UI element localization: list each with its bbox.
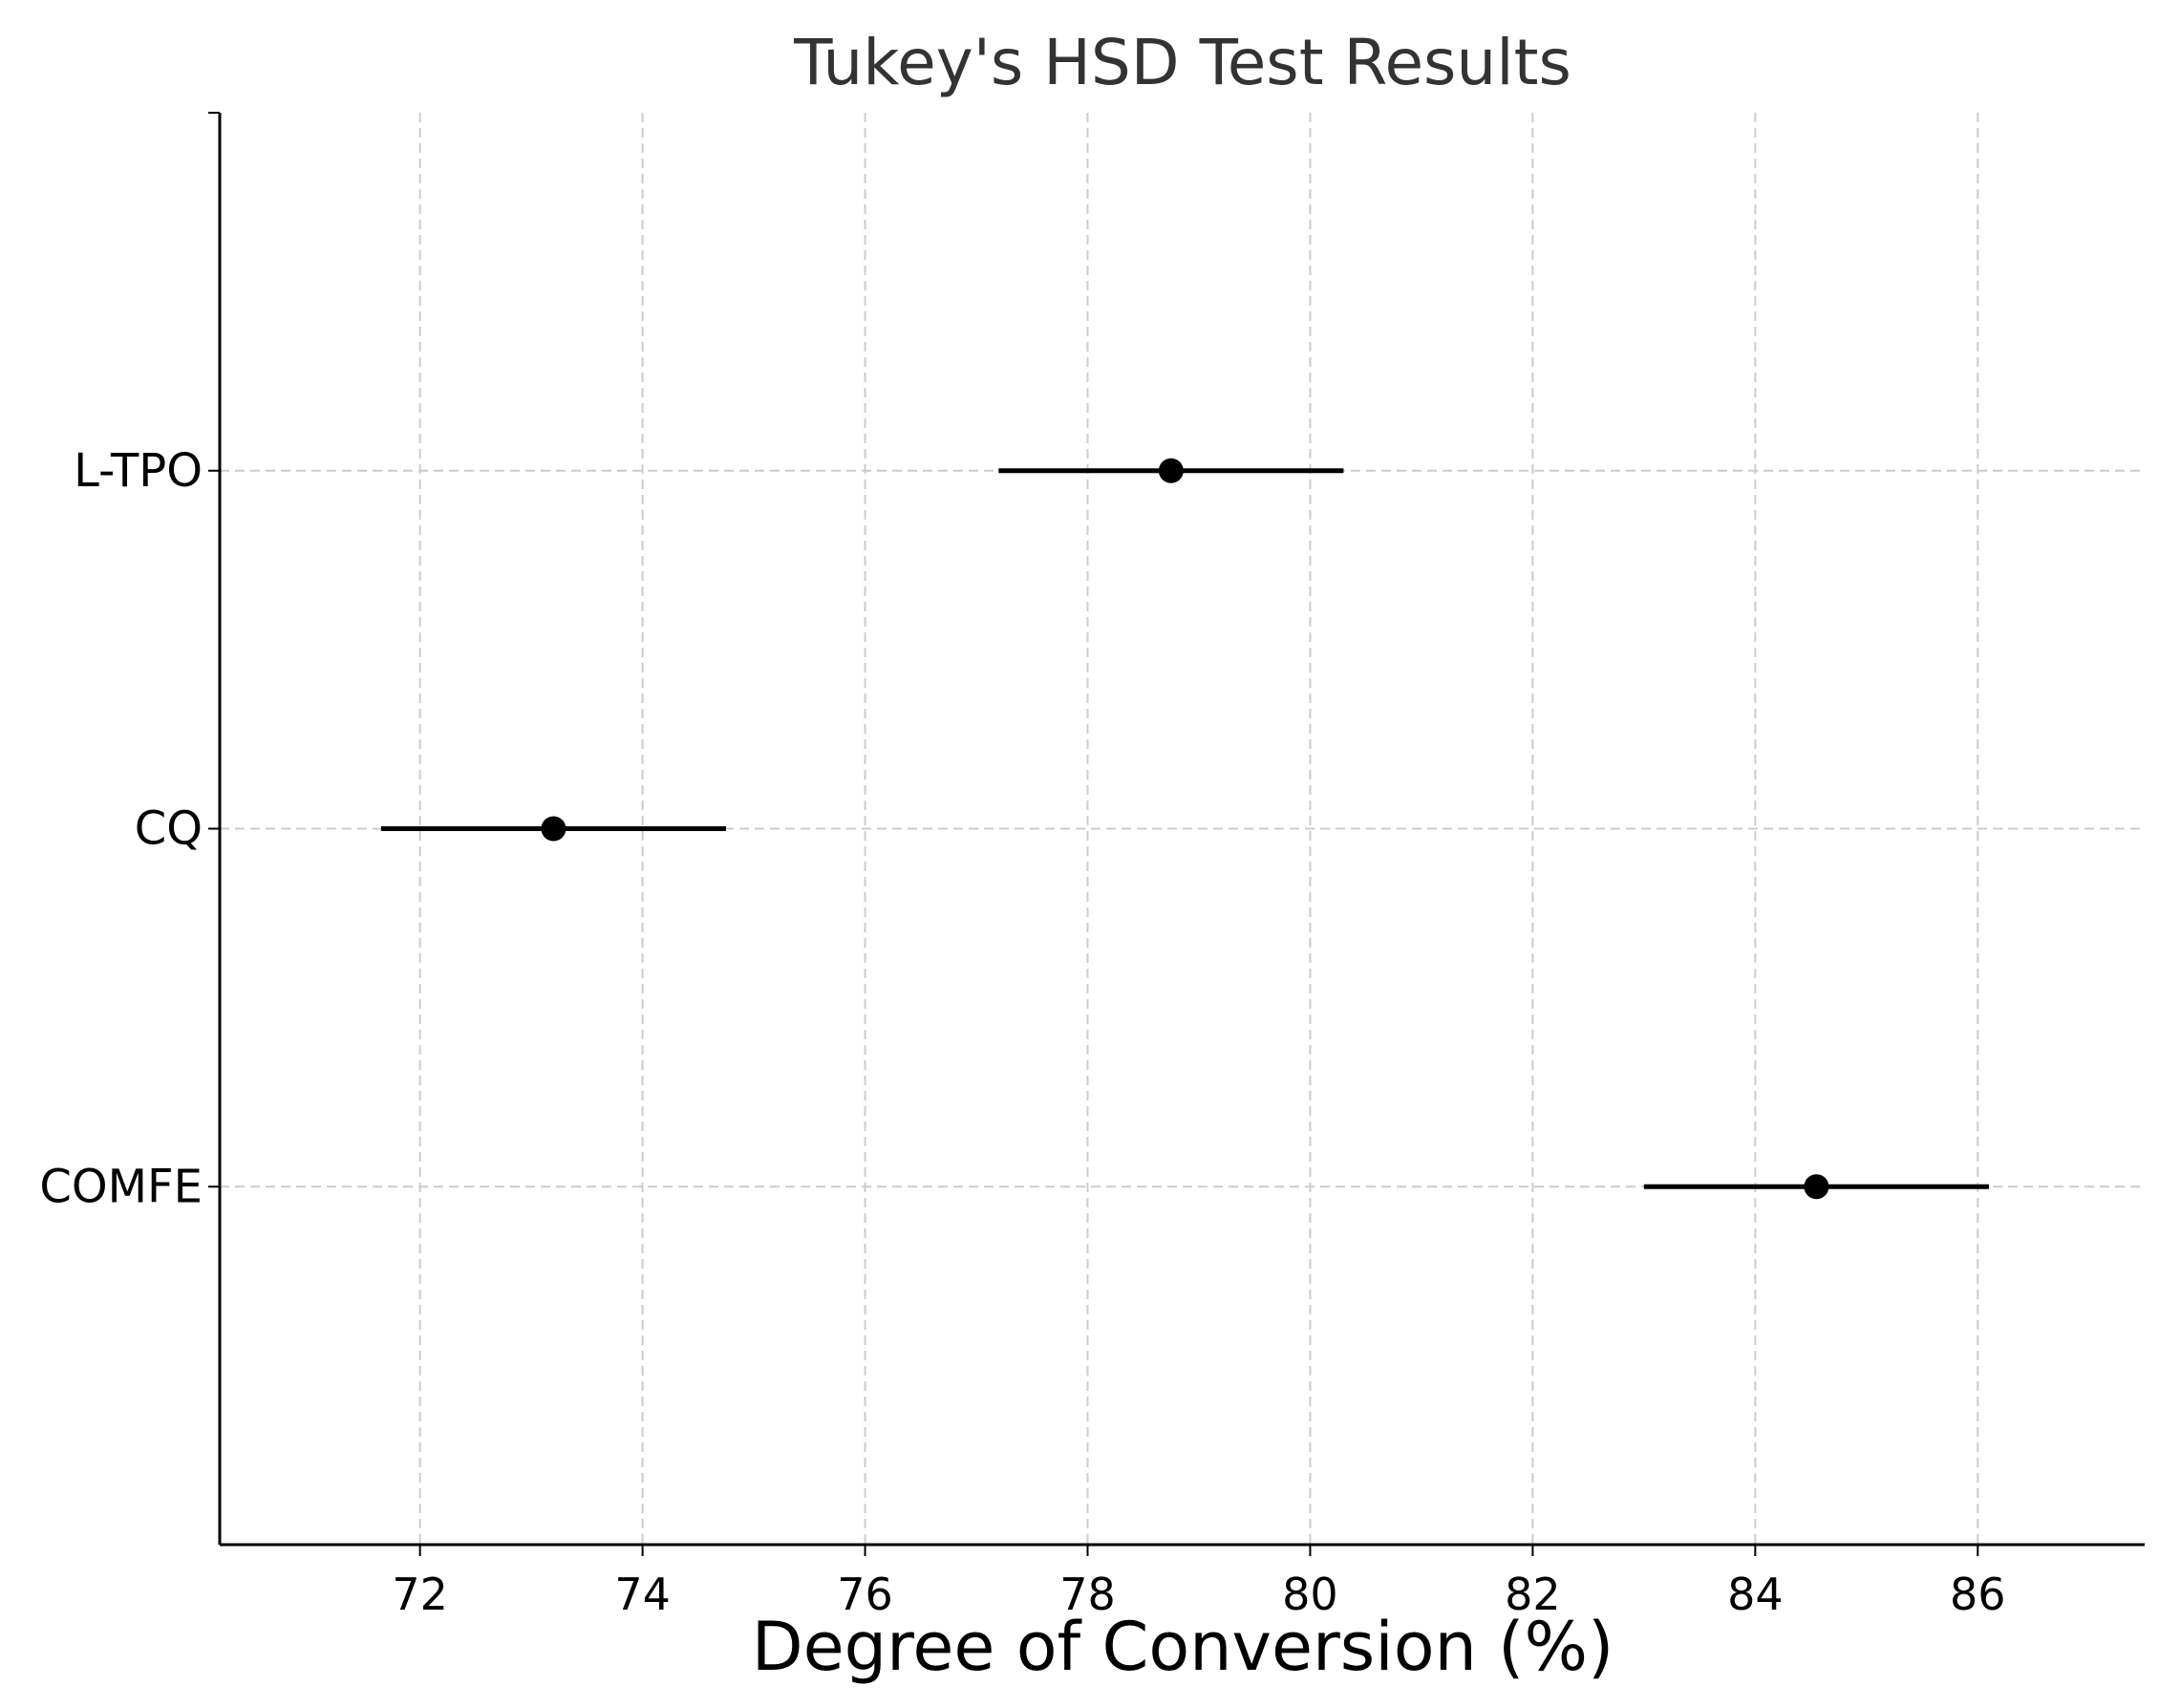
mean-point (541, 816, 566, 842)
x-tick-label: 80 (1282, 1569, 1338, 1620)
chart-title: Tukey's HSD Test Results (793, 26, 1571, 99)
y-tick-label: COMFE (39, 1160, 203, 1213)
x-tick-label: 72 (392, 1569, 448, 1620)
y-tick-label: CQ (135, 802, 203, 856)
x-tick-label: 76 (837, 1569, 893, 1620)
labels-layer: Tukey's HSD Test Results Degree of Conve… (39, 26, 2005, 1686)
x-tick-label: 86 (1950, 1569, 2006, 1620)
marks-layer (380, 458, 1989, 1200)
grid-layer (220, 113, 2145, 1545)
x-axis-label: Degree of Conversion (%) (752, 1608, 1614, 1686)
mean-point (1804, 1174, 1829, 1200)
y-tick-label: L-TPO (74, 444, 203, 498)
x-tick-label: 74 (614, 1569, 671, 1620)
x-tick-label: 78 (1059, 1569, 1116, 1620)
mean-point (1158, 458, 1184, 483)
x-tick-label: 84 (1727, 1569, 1784, 1620)
x-tick-label: 82 (1505, 1569, 1561, 1620)
axes-layer (208, 112, 2145, 1556)
